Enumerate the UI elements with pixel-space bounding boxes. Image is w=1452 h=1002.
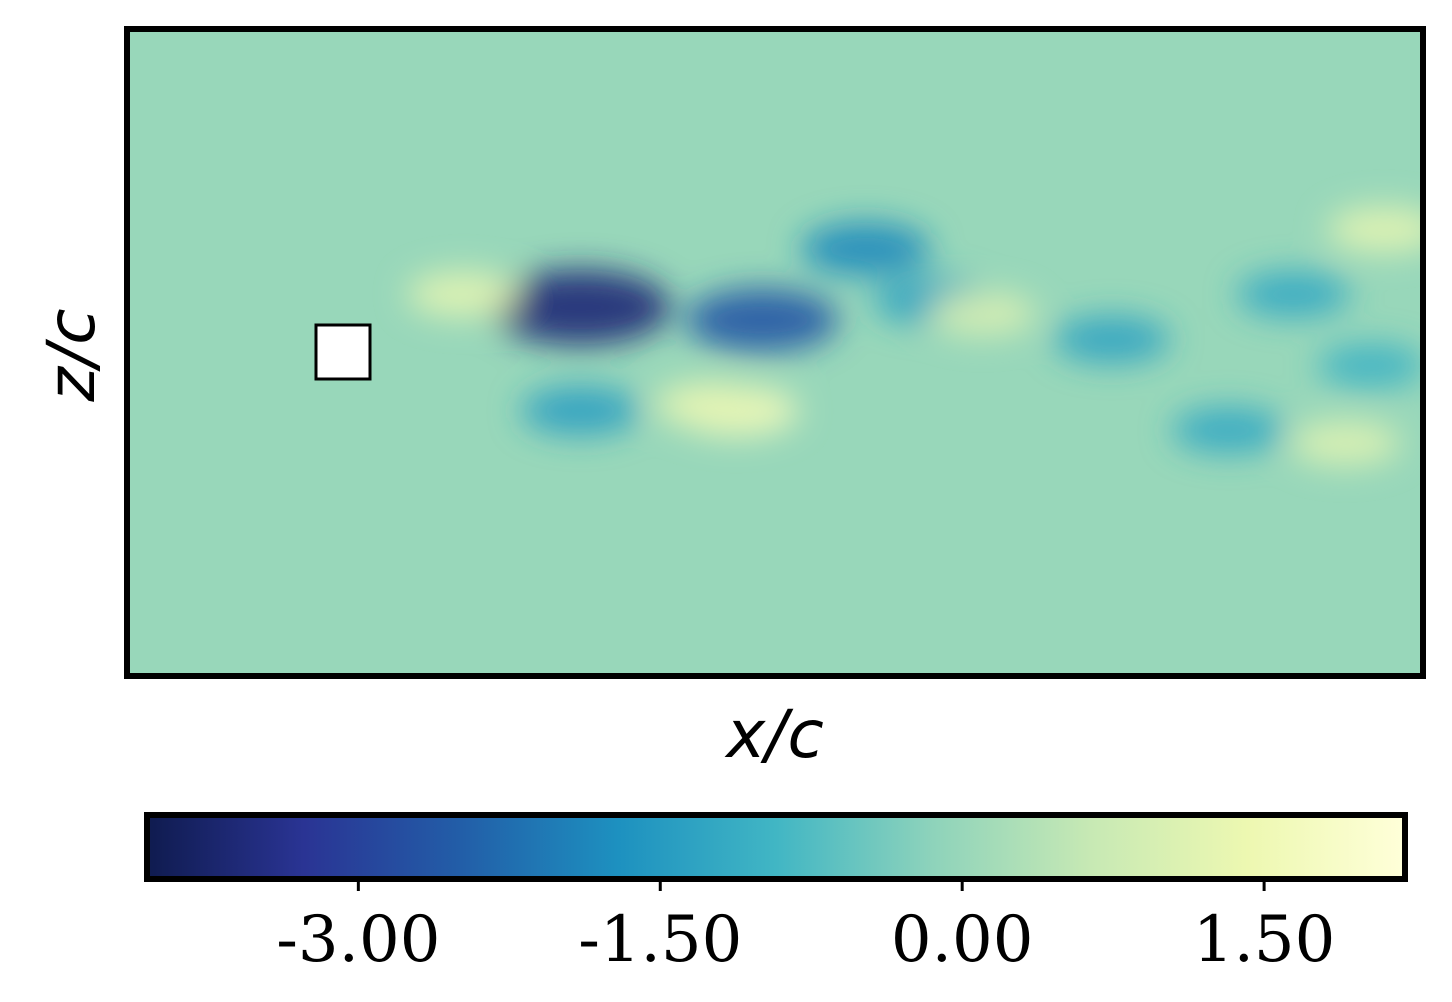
colorbar-frame xyxy=(144,812,1408,882)
field-feature xyxy=(521,386,641,436)
field-feature xyxy=(1317,343,1423,388)
colorbar-tick-label: 0.00 xyxy=(891,903,1034,977)
colorbar-gradient xyxy=(147,815,1405,879)
colorbar-tick-label: -3.00 xyxy=(276,903,440,977)
field-feature xyxy=(928,291,1037,336)
field-feature xyxy=(407,271,521,318)
colorbar: -3.00 -1.50 0.00 1.50 xyxy=(144,812,1408,977)
field-feature xyxy=(1327,206,1423,253)
field-feature xyxy=(1236,271,1351,318)
obstacle-square xyxy=(314,323,372,381)
colorbar-ticks: -3.00 -1.50 0.00 1.50 xyxy=(276,879,1335,977)
colorbar-tick-label: -1.50 xyxy=(578,903,742,977)
x-axis-label: x/c xyxy=(724,696,824,773)
colorbar-tick-label: 1.50 xyxy=(1193,903,1336,977)
plot-area xyxy=(124,26,1426,679)
y-axis-label: z/c xyxy=(33,308,110,402)
field-feature xyxy=(490,269,671,345)
field-feature xyxy=(1053,315,1171,364)
field-feature xyxy=(653,381,767,428)
field-layer xyxy=(407,206,1423,466)
field-feature xyxy=(685,288,839,352)
field-feature xyxy=(1171,406,1286,454)
plot-frame xyxy=(124,26,1426,679)
field-feature xyxy=(800,222,931,276)
field-feature xyxy=(1289,420,1401,466)
